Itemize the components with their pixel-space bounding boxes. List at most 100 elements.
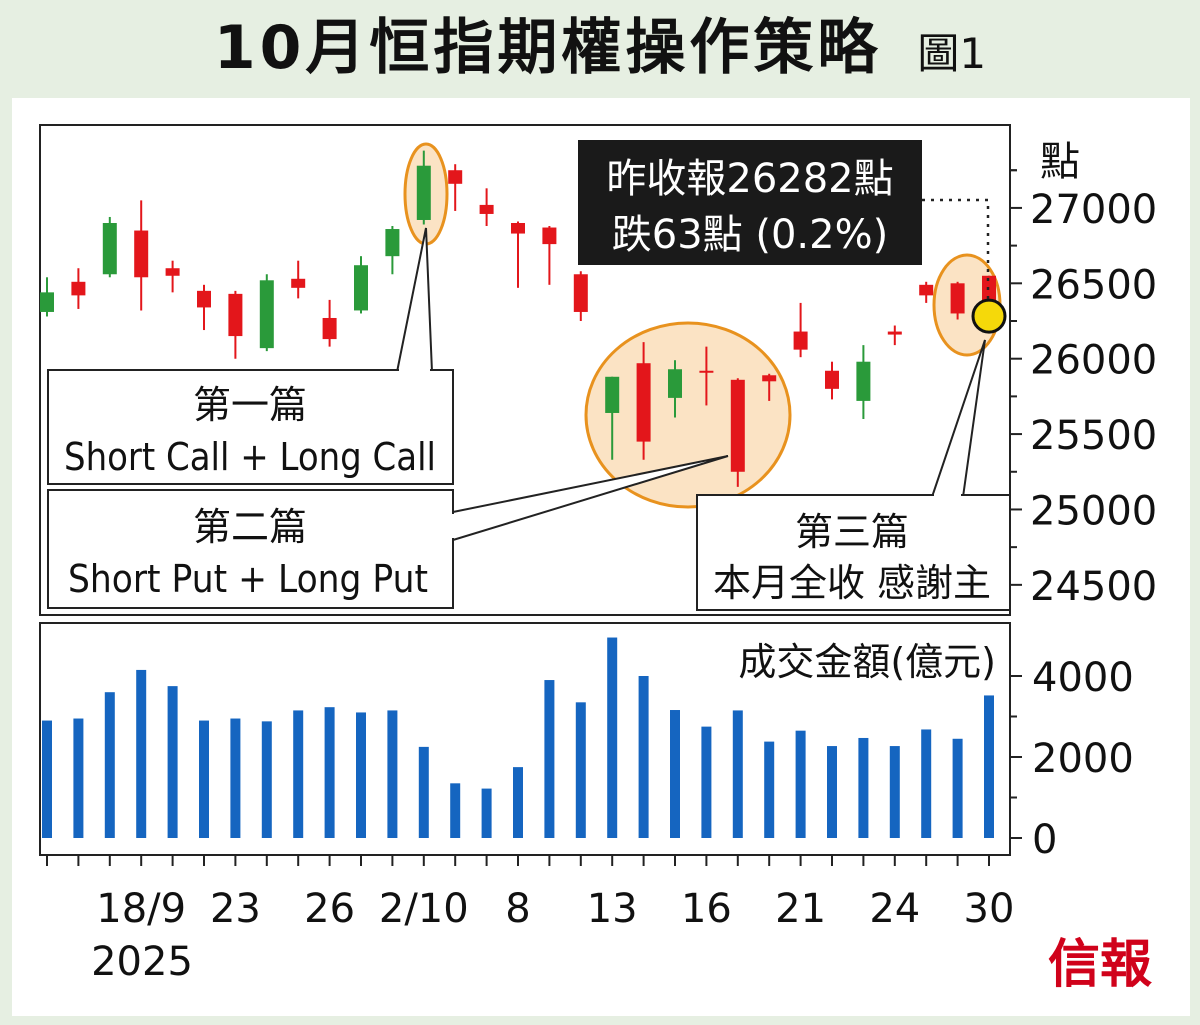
volume-bar — [261, 721, 272, 838]
candle-body — [448, 170, 463, 184]
x-tick-label: 24 — [869, 886, 920, 932]
candle-body — [919, 284, 934, 296]
volume-bar — [199, 720, 209, 838]
volume-bar — [104, 692, 115, 838]
volume-bar — [701, 726, 712, 838]
candle-body — [636, 363, 651, 442]
part3-title: 第三篇 — [795, 510, 909, 554]
candle-body — [165, 268, 180, 276]
volume-bar — [167, 686, 178, 838]
candle-body — [605, 376, 620, 413]
price-unit-label: 點 — [1040, 139, 1080, 185]
price-y-tick-label: 27000 — [1030, 187, 1157, 233]
candle-body — [856, 361, 871, 401]
candle-body — [354, 265, 368, 311]
close-callout-line2: 跌63點 (0.2%) — [612, 212, 888, 258]
volume-bar — [795, 730, 806, 838]
candle-body — [134, 230, 149, 278]
volume-bar — [732, 710, 743, 838]
volume-bar — [921, 729, 932, 838]
candle-body — [71, 281, 86, 296]
x-tick-label: 8 — [505, 886, 530, 932]
x-tick-label: 18/9 — [96, 886, 186, 932]
candle-body — [762, 375, 777, 382]
candle-body — [259, 280, 274, 349]
candle-body — [102, 223, 117, 275]
volume-bar — [764, 741, 775, 838]
volume-bar — [136, 669, 147, 838]
part1-strategy: Short Call + Long Call — [64, 435, 436, 479]
volume-y-tick-label: 4000 — [1032, 655, 1134, 701]
price-plot-frame — [39, 124, 1011, 616]
candle-body — [385, 229, 400, 257]
volume-bar — [544, 680, 555, 838]
volume-bar — [387, 710, 398, 838]
candle-body — [40, 292, 54, 312]
volume-bar — [670, 710, 680, 838]
candle-body — [228, 293, 243, 337]
candle-body — [668, 369, 682, 398]
candle-body — [887, 331, 902, 335]
volume-bar — [356, 712, 366, 838]
x-tick-label: 26 — [304, 886, 355, 932]
part2-strategy: Short Put + Long Put — [68, 557, 428, 601]
figure-number: 圖1 — [917, 29, 987, 78]
volume-bar — [638, 676, 649, 838]
x-tick-label: 21 — [775, 886, 826, 932]
volume-bar — [418, 746, 429, 838]
x-tick-label: 13 — [587, 886, 638, 932]
candle-body — [699, 370, 714, 373]
volume-title: 成交金額(億元) — [738, 640, 996, 684]
close-callout-line1: 昨收報26282點 — [606, 156, 893, 202]
volume-bar — [293, 710, 304, 838]
price-y-tick-label: 25500 — [1030, 413, 1157, 459]
candle-body — [197, 290, 211, 308]
candle-body — [322, 317, 337, 340]
candle-body — [479, 204, 494, 214]
x-tick-label: 30 — [964, 886, 1015, 932]
part1-box — [47, 369, 454, 485]
part2-box — [47, 489, 454, 609]
price-y-tick-label: 26000 — [1030, 338, 1157, 384]
candle-body — [825, 370, 839, 389]
volume-y-tick-label: 2000 — [1032, 736, 1134, 782]
x-tick-label: 2/10 — [379, 886, 469, 932]
part3-strategy: 本月全收 感謝主 — [713, 561, 991, 605]
candle-body — [416, 165, 431, 220]
volume-bar — [827, 746, 837, 838]
part1-title: 第一篇 — [193, 383, 307, 427]
volume-bar — [230, 718, 241, 838]
candle-body — [291, 278, 306, 288]
candle-body — [793, 331, 808, 350]
brand-logo: 信報 — [1048, 934, 1153, 995]
candle-body — [573, 274, 588, 312]
x-tick-label: 23 — [210, 886, 261, 932]
volume-bar — [858, 737, 869, 838]
part3-pointer — [930, 339, 986, 498]
price-y-tick-label: 25000 — [1030, 488, 1157, 534]
part1-pointer — [395, 227, 434, 373]
volume-bar — [513, 767, 523, 838]
volume-bar — [889, 746, 900, 838]
volume-bar — [984, 695, 994, 838]
close-callout-box — [578, 140, 922, 265]
price-y-tick-label: 26500 — [1030, 262, 1157, 308]
part2-title: 第二篇 — [193, 505, 307, 549]
candle-body — [730, 379, 745, 472]
volume-bar — [952, 738, 963, 838]
candle-body — [511, 223, 525, 234]
x-tick-label: 16 — [681, 886, 732, 932]
x-year-label: 2025 — [91, 939, 193, 985]
title-main: 10月恒指期權操作策略 — [213, 13, 882, 83]
volume-bar — [607, 637, 618, 838]
volume-bar — [324, 707, 335, 838]
part3-box — [696, 494, 1011, 611]
volume-y-tick-label: 0 — [1032, 817, 1057, 863]
candle-body — [542, 227, 557, 245]
volume-bar — [42, 720, 52, 838]
volume-bar — [575, 702, 586, 838]
candle-body — [950, 283, 965, 314]
volume-bar — [481, 788, 492, 838]
close-callout-leader — [922, 198, 990, 300]
